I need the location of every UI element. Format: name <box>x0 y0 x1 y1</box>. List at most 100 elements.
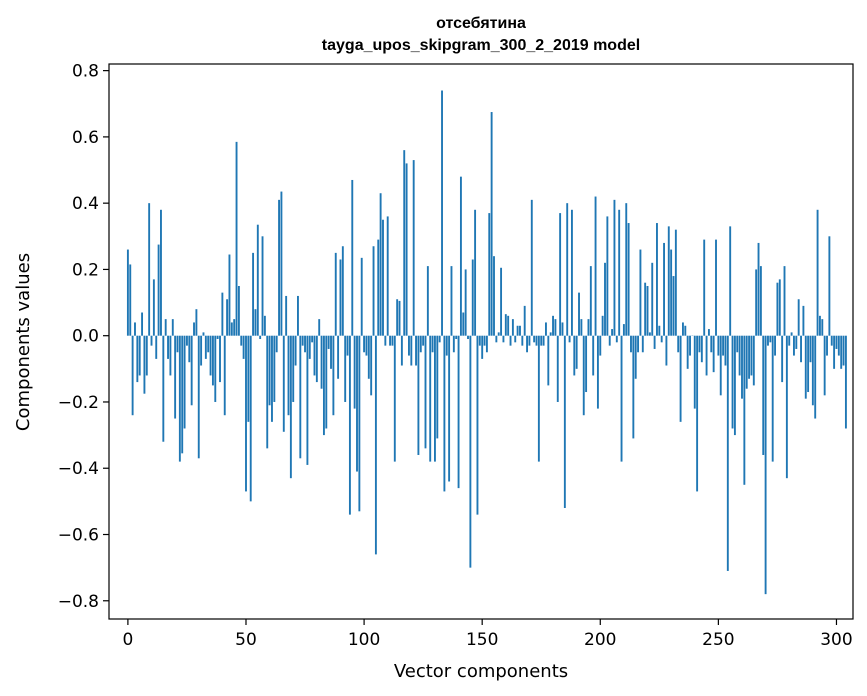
bar <box>367 335 370 379</box>
bar <box>757 242 760 336</box>
bar <box>589 266 592 336</box>
bar <box>677 335 680 353</box>
bar <box>842 335 845 366</box>
bar <box>759 266 762 336</box>
bar <box>672 276 675 336</box>
bar <box>275 335 278 353</box>
bar <box>710 335 713 353</box>
bar <box>502 335 505 343</box>
bar <box>141 312 144 336</box>
bar <box>209 335 212 376</box>
bar <box>152 279 155 336</box>
bar <box>752 335 755 386</box>
bar <box>230 322 233 336</box>
bar <box>731 335 734 429</box>
bar <box>811 335 814 406</box>
bar <box>540 335 543 346</box>
bar <box>478 335 481 346</box>
bar <box>374 335 377 555</box>
bar <box>455 335 458 340</box>
bar <box>261 236 264 336</box>
bar <box>400 335 403 366</box>
bar <box>457 335 460 489</box>
bar <box>674 229 677 336</box>
bar <box>622 324 625 336</box>
bar <box>535 335 538 346</box>
bar <box>658 325 661 336</box>
bar <box>389 335 392 346</box>
bar <box>129 264 132 336</box>
bar <box>833 335 836 369</box>
bar <box>613 199 616 336</box>
bar <box>306 335 309 465</box>
bar <box>377 239 380 336</box>
bar <box>707 329 710 336</box>
bar <box>511 319 514 336</box>
bar <box>200 335 203 366</box>
bar <box>297 295 299 336</box>
bar <box>568 335 571 343</box>
bar <box>221 292 224 336</box>
chart-title: отсебятина <box>436 15 526 32</box>
bar <box>417 335 420 455</box>
bar <box>245 335 247 492</box>
bar <box>278 199 280 336</box>
bar <box>431 335 434 353</box>
x-tick-label: 250 <box>702 630 734 650</box>
bar <box>526 335 528 353</box>
bar <box>542 335 545 346</box>
bar <box>641 335 644 353</box>
bar <box>308 335 311 359</box>
bar <box>346 335 349 356</box>
bar <box>611 329 614 336</box>
bar <box>330 335 332 369</box>
bar <box>157 244 160 336</box>
y-tick-label: 0.8 <box>72 62 99 82</box>
bar <box>426 266 429 336</box>
bar <box>533 335 536 343</box>
bar <box>337 335 340 379</box>
bar <box>549 332 552 336</box>
bar <box>233 319 236 336</box>
bar <box>294 335 297 366</box>
bar <box>280 191 283 336</box>
bar <box>552 315 554 336</box>
x-axis-ticks: 0 50 100 150 200 250 300 <box>122 619 853 650</box>
bar <box>462 312 465 336</box>
bar <box>356 335 358 472</box>
bar <box>745 335 748 389</box>
x-tick-label: 300 <box>820 630 852 650</box>
bar <box>490 112 493 336</box>
bar <box>653 335 656 349</box>
bar <box>809 335 812 363</box>
y-tick-label: −0.2 <box>58 393 99 413</box>
bar <box>828 236 831 336</box>
bar <box>570 209 573 336</box>
bar <box>554 319 557 336</box>
bar <box>188 335 191 363</box>
bar <box>696 335 699 492</box>
bar <box>790 332 793 336</box>
bar <box>670 249 673 336</box>
bar <box>254 309 257 336</box>
bar <box>573 335 576 376</box>
bar <box>167 335 169 359</box>
bar <box>344 335 347 402</box>
y-tick-label: 0.6 <box>72 128 99 148</box>
bar <box>358 335 361 512</box>
bar <box>585 335 588 393</box>
bar <box>703 239 706 336</box>
bar <box>545 322 547 336</box>
bar <box>214 335 217 402</box>
bar <box>495 335 498 343</box>
bar <box>783 266 786 336</box>
x-tick-label: 50 <box>235 630 257 650</box>
bar <box>171 319 174 336</box>
bar <box>663 242 665 336</box>
bar <box>715 239 717 336</box>
bar <box>204 335 207 359</box>
bar <box>615 335 618 343</box>
bar <box>422 335 425 346</box>
bar <box>339 259 342 336</box>
bar <box>679 335 682 422</box>
